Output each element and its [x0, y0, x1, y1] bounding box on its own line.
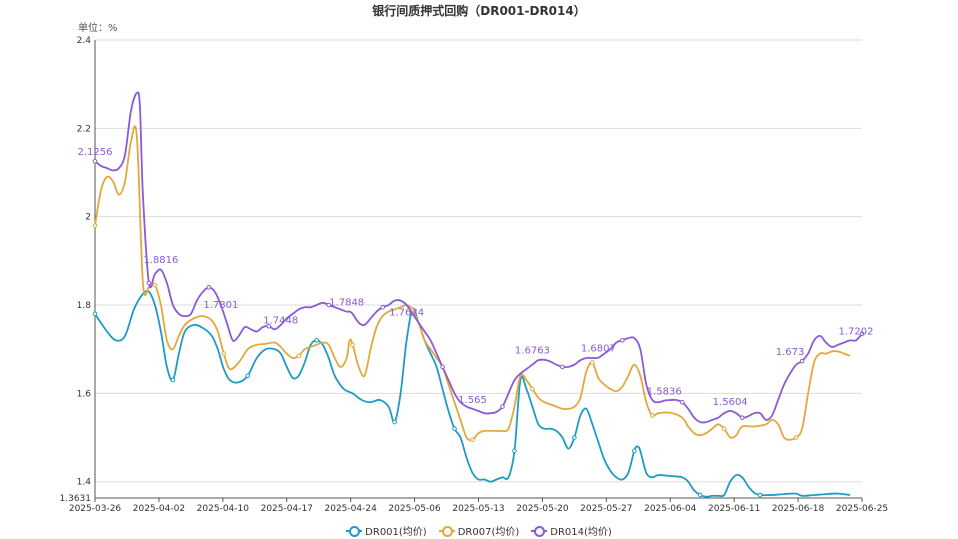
x-tick-label: 2025-04-02 — [133, 504, 185, 514]
data-label: 1.673 — [776, 347, 805, 358]
x-tick-label: 2025-04-24 — [325, 504, 378, 514]
data-point — [266, 323, 272, 329]
legend-item[interactable]: DR007(均价) — [438, 523, 520, 538]
data-point — [92, 158, 98, 164]
data-point — [326, 302, 331, 308]
data-point — [380, 304, 385, 310]
y-tick-label: 1.8 — [77, 301, 92, 311]
x-tick-label: 2025-05-13 — [452, 504, 504, 514]
data-label: 1.6807 — [581, 344, 616, 355]
data-point — [146, 280, 152, 286]
legend-item[interactable]: DR001(均价) — [346, 523, 427, 538]
data-label: 1.5604 — [713, 397, 748, 408]
unit-label: 单位：% — [78, 23, 118, 34]
data-label: 1.6763 — [515, 346, 550, 357]
data-label: 1.5836 — [647, 387, 682, 398]
data-label: 2.1256 — [78, 147, 113, 158]
data-point — [757, 492, 763, 498]
x-tick-label: 2025-06-04 — [644, 504, 697, 514]
data-point — [452, 426, 457, 431]
legend-swatch — [531, 525, 548, 537]
data-point — [500, 404, 505, 409]
data-point — [92, 223, 98, 228]
data-point — [697, 492, 703, 498]
data-point — [859, 331, 865, 337]
series-1 — [92, 125, 851, 443]
x-tick-label: 2025-04-17 — [261, 504, 313, 514]
data-point — [560, 364, 565, 370]
data-point — [314, 338, 320, 343]
data-point — [440, 364, 445, 370]
data-point — [296, 353, 302, 359]
x-tick-label: 2025-06-11 — [708, 504, 760, 514]
data-point — [530, 386, 535, 392]
data-point — [221, 351, 227, 356]
data-label: 1.7448 — [263, 315, 298, 326]
y-tick-label: 2.2 — [77, 124, 91, 134]
x-tick-label: 2025-05-20 — [516, 504, 569, 514]
data-label: 1.7624 — [389, 308, 424, 319]
x-tick-label: 2025-06-25 — [836, 504, 888, 514]
y-tick-label: 1.4 — [77, 478, 92, 488]
data-label: 1.8816 — [143, 255, 178, 266]
data-point — [572, 435, 577, 440]
x-tick-label: 2025-05-06 — [388, 504, 441, 514]
y-tick-label: 2.4 — [77, 36, 92, 46]
data-label: 1.7801 — [203, 300, 238, 311]
data-point — [739, 415, 745, 420]
x-tick-label: 2025-06-18 — [772, 504, 825, 514]
data-point — [793, 435, 799, 440]
y-tick-label: 2 — [85, 213, 91, 223]
data-point — [206, 285, 212, 290]
legend-label: DR014(均价) — [550, 527, 612, 538]
series-line — [94, 125, 851, 442]
data-point — [350, 342, 355, 348]
chart-title: 银行间质押式回购（DR001-DR014） — [372, 4, 586, 18]
data-point — [721, 426, 727, 431]
x-tick-label: 2025-03-26 — [69, 504, 122, 514]
legend-swatch — [438, 525, 455, 537]
data-point — [679, 399, 685, 405]
data-point — [92, 311, 98, 317]
legend-item[interactable]: DR014(均价) — [531, 523, 612, 538]
data-point — [170, 377, 176, 383]
y-tick-label: 1.6 — [77, 389, 92, 399]
data-point — [512, 448, 517, 454]
data-point — [245, 373, 251, 378]
data-point — [152, 282, 158, 288]
legend-swatch — [346, 525, 363, 537]
legend-label: DR001(均价) — [365, 527, 427, 538]
data-point — [799, 358, 805, 364]
data-point — [631, 448, 637, 454]
data-label: 1.565 — [458, 395, 487, 406]
x-tick-label: 2025-04-10 — [197, 504, 250, 514]
data-label: 1.7848 — [329, 298, 364, 309]
data-point — [590, 360, 595, 365]
x-tick-label: 2025-05-27 — [580, 504, 632, 514]
data-label: 1.7202 — [839, 326, 874, 337]
legend-label: DR007(均价) — [457, 527, 520, 538]
data-point — [470, 437, 475, 443]
data-point — [649, 413, 655, 418]
y-tick-label: 1.3631 — [60, 494, 92, 504]
legend: DR001(均价) DR007(均价) DR014(均价) — [0, 523, 958, 539]
series-2 — [92, 91, 865, 424]
series-0 — [92, 289, 851, 498]
series-line — [94, 91, 863, 424]
data-point — [392, 419, 397, 425]
data-point — [620, 338, 625, 343]
